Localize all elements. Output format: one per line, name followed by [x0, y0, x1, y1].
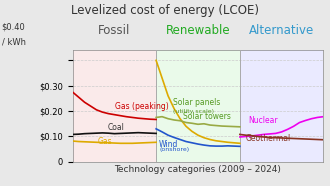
Bar: [156, 50, 240, 162]
Text: Gas: Gas: [98, 137, 112, 146]
Bar: [73, 50, 156, 162]
Text: / kWh: / kWh: [2, 37, 26, 46]
Text: Coal: Coal: [108, 123, 125, 132]
Text: Solar towers: Solar towers: [183, 112, 231, 121]
X-axis label: Technology categories (2009 – 2024): Technology categories (2009 – 2024): [115, 165, 281, 174]
Text: Renewable: Renewable: [166, 24, 230, 37]
Text: Solar panels: Solar panels: [173, 98, 220, 107]
Text: (onshore): (onshore): [159, 147, 189, 153]
FancyBboxPatch shape: [156, 50, 240, 58]
Text: Fossil: Fossil: [98, 24, 131, 37]
Text: $0.40: $0.40: [2, 22, 25, 31]
Text: Wind: Wind: [159, 140, 179, 149]
Text: Geothermal: Geothermal: [246, 134, 291, 142]
Text: Nuclear: Nuclear: [248, 116, 278, 125]
Bar: [240, 50, 323, 162]
FancyBboxPatch shape: [240, 50, 323, 58]
Text: Alternative: Alternative: [249, 24, 314, 37]
Text: (utility scale): (utility scale): [173, 109, 214, 114]
Text: Levelized cost of energy (LCOE): Levelized cost of energy (LCOE): [71, 4, 259, 17]
Text: Gas (peaking): Gas (peaking): [115, 102, 169, 111]
FancyBboxPatch shape: [73, 50, 156, 58]
